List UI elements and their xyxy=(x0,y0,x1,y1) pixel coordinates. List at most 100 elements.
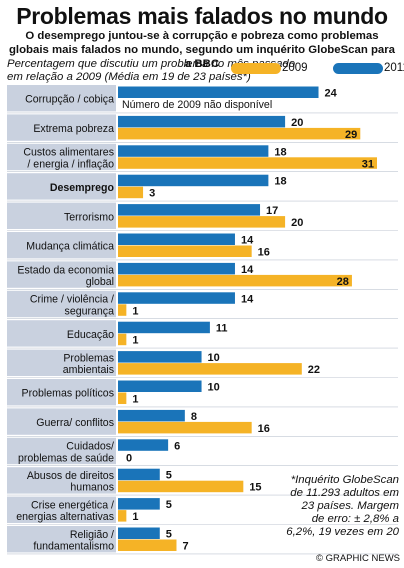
category-label-bg xyxy=(7,467,116,494)
category-row-problemas-ambientais: Problemas ambientais 10 22 xyxy=(7,349,398,378)
value-label-2011-mudanca-climatica: 14 xyxy=(241,235,254,247)
bar-2009-custos-alimentares-energia-inflacao xyxy=(118,157,377,169)
bar-2009-abusos-de-direitos-humanos xyxy=(118,480,244,493)
value-label-2011-crise-energetica-energias-alternativas: 5 xyxy=(166,499,172,511)
value-label-2011-educacao: 11 xyxy=(216,323,228,335)
category-row-crise-energetica-energias-alternativas: Crise energética / energias alternativas 5… xyxy=(7,496,398,525)
survey-footnote: *Inquérito GlobeScan de 11.293 adultos e… xyxy=(286,474,399,538)
category-label-bg xyxy=(7,320,116,347)
value-label-2011-religiao-fundamentalismo: 5 xyxy=(166,529,172,541)
category-row-abusos-de-direitos-humanos: Abusos de direitos humanos 5 15 xyxy=(7,467,398,496)
chart-title: Problemas mais falados no mundo xyxy=(16,3,388,29)
category-row-crime-violencia-seguranca: Crime / violência / segurança 14 1 xyxy=(7,290,398,320)
value-label-2009-cuidados-problemas-de-saude: 0 xyxy=(126,452,132,464)
bar-2009-problemas-politicos xyxy=(118,392,127,404)
category-label: Problemas ambientais xyxy=(63,353,114,377)
legend-label-2009: 2009 xyxy=(282,62,308,74)
value-label-2009-problemas-politicos: 1 xyxy=(132,394,138,406)
value-label-2011-problemas-ambientais: 10 xyxy=(208,352,220,364)
category-label-bg xyxy=(7,143,116,171)
value-label-2011-extrema-pobreza: 20 xyxy=(291,117,303,129)
category-row-religiao-fundamentalismo: Religião / fundamentalismo 57 xyxy=(7,526,398,555)
value-label-2011-cuidados-problemas-de-saude: 6 xyxy=(174,440,180,452)
value-label-2009-guerra-conflitos: 16 xyxy=(258,423,270,435)
bar-2009-guerra-conflitos xyxy=(118,421,252,434)
value-label-2009-custos-alimentares-energia-inflacao: 31 xyxy=(362,158,374,170)
category-label-bg xyxy=(7,290,116,318)
category-row-extrema-pobreza: Extrema pobreza 20 29 xyxy=(7,114,398,143)
category-row-mudanca-climatica: Mudança climática 14 16 xyxy=(7,232,398,261)
category-label: Terrorismo xyxy=(64,211,114,223)
value-label-2009-educacao: 1 xyxy=(132,335,138,347)
category-row-cuidados-problemas-de-saude: Cuidados/problemas de saúde 6 0 xyxy=(7,437,398,467)
bar-2009-educacao xyxy=(118,333,127,346)
category-row-guerra-conflitos: Guerra/ conflitos 8 16 xyxy=(7,408,398,437)
category-label: Extrema pobreza xyxy=(33,123,114,135)
bar-2011-estado-da-economia-global xyxy=(118,262,235,275)
no-data-note: Número de 2009 não disponível xyxy=(122,99,272,111)
bar-2011-educacao xyxy=(118,321,210,334)
bar-2011-extrema-pobreza xyxy=(118,115,286,128)
category-label-bg xyxy=(7,349,116,376)
category-label-bg xyxy=(7,379,116,406)
bar-2009-mudanca-climatica xyxy=(118,245,252,257)
category-label: Estado da economia global xyxy=(17,264,114,288)
bar-2011-mudanca-climatica xyxy=(118,233,235,245)
category-label: Desemprego xyxy=(50,182,115,194)
value-label-2011-guerra-conflitos: 8 xyxy=(191,411,197,423)
category-label-bg xyxy=(7,85,116,112)
category-row-desemprego: Desemprego 18 3 xyxy=(7,173,398,202)
category-row-terrorismo: Terrorismo 17 20 xyxy=(7,202,398,231)
bar-2009-extrema-pobreza xyxy=(118,127,361,140)
category-label: Religião / fundamentalismo xyxy=(33,529,114,553)
category-row-problemas-politicos: Problemas políticos 10 1 xyxy=(7,379,398,408)
bar-2011-religiao-fundamentalismo xyxy=(118,527,160,539)
value-label-2009-mudanca-climatica: 16 xyxy=(258,247,270,259)
value-label-2011-custos-alimentares-energia-inflacao: 18 xyxy=(274,146,286,158)
bar-2009-crime-violencia-seguranca xyxy=(118,304,127,316)
category-label-bg xyxy=(7,526,116,553)
category-label-bg xyxy=(7,496,116,523)
legend-swatch-2011 xyxy=(333,63,383,74)
chart-subtitle: O desemprego juntou-se à corrupção e pob… xyxy=(8,30,396,70)
bar-2009-terrorismo xyxy=(118,216,286,228)
bar-2011-problemas-ambientais xyxy=(118,351,202,363)
bar-2011-crise-energetica-energias-alternativas xyxy=(118,498,160,510)
bar-2009-desemprego xyxy=(118,186,144,199)
category-label: Corrupção / cobiça xyxy=(25,94,114,106)
legend-label-2011: 2011 xyxy=(384,62,404,74)
bar-2011-abusos-de-direitos-humanos xyxy=(118,468,160,481)
credit-line: © GRAPHIC NEWS xyxy=(315,553,400,564)
bar-2011-terrorismo xyxy=(118,204,261,216)
category-label: Custos alimentares / energia / inflação xyxy=(23,147,114,171)
category-row-estado-da-economia-global: Estado da economia global 14 28 xyxy=(7,261,398,290)
bar-2009-crise-energetica-energias-alternativas xyxy=(118,510,127,522)
category-label-bg xyxy=(7,232,116,259)
value-label-2009-problemas-ambientais: 22 xyxy=(308,364,320,376)
category-row-custos-alimentares-energia-inflacao: Custos alimentares / energia / inflação 18… xyxy=(7,143,398,172)
value-label-2011-corrupcao-cobica: 24 xyxy=(325,88,338,100)
value-label-2011-problemas-politicos: 10 xyxy=(208,382,220,394)
category-label: Mudança climática xyxy=(26,241,114,253)
legend-swatch-2009 xyxy=(231,63,281,74)
category-label-bg xyxy=(7,114,116,141)
category-label-bg xyxy=(7,261,116,288)
category-label: Problemas políticos xyxy=(22,388,114,400)
bar-2011-cuidados-problemas-de-saude xyxy=(118,439,169,451)
category-label-bg xyxy=(7,173,116,200)
category-label: Guerra/ conflitos xyxy=(36,417,114,429)
bar-2011-guerra-conflitos xyxy=(118,409,185,422)
bar-2011-crime-violencia-seguranca xyxy=(118,292,235,304)
value-label-2011-desemprego: 18 xyxy=(274,176,286,188)
category-label: Abusos de direitos humanos xyxy=(27,470,114,494)
bar-2011-desemprego xyxy=(118,174,269,187)
category-row-corrupcao-cobica: Corrupção / cobiça 24 Número de 2009 não d… xyxy=(7,85,398,114)
value-label-2009-abusos-de-direitos-humanos: 15 xyxy=(249,482,261,494)
value-label-2009-terrorismo: 20 xyxy=(291,217,303,229)
value-label-2011-abusos-de-direitos-humanos: 5 xyxy=(166,470,172,482)
chart-caption: Percentagem que discutiu um problema no … xyxy=(7,58,296,83)
value-label-2011-estado-da-economia-global: 14 xyxy=(241,264,254,276)
bar-2011-corrupcao-cobica xyxy=(118,86,319,98)
